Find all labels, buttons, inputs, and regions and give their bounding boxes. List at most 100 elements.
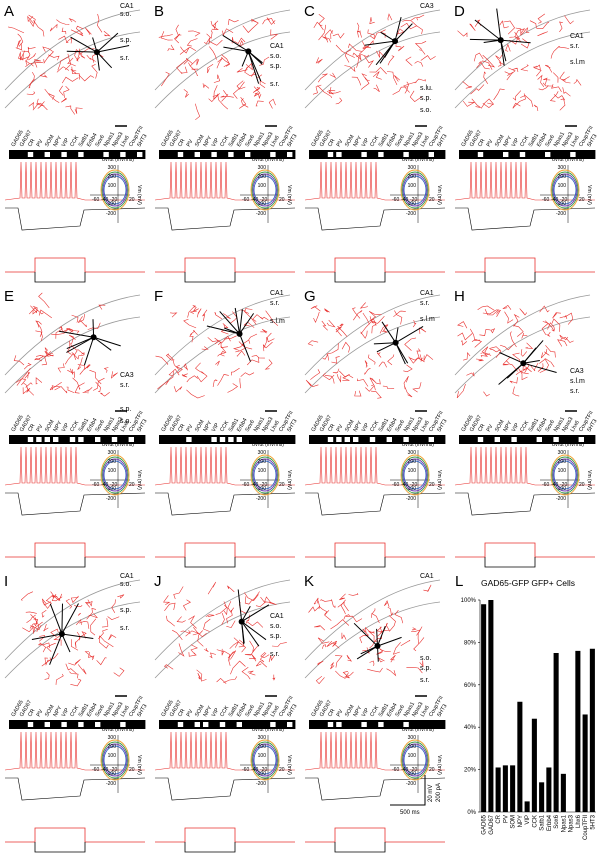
neurite — [266, 332, 275, 343]
current-step — [34, 272, 86, 283]
phase-xtick: -20 — [110, 482, 117, 488]
neurite — [195, 362, 205, 374]
layer-boundary — [4, 601, 141, 679]
neurite — [414, 41, 427, 50]
region-label: CA3 — [420, 3, 434, 10]
neurite — [108, 633, 117, 641]
neurite — [550, 45, 560, 59]
neurite — [520, 64, 529, 72]
neurite — [411, 627, 417, 631]
gene-label: VIP — [511, 137, 521, 148]
neurite — [533, 104, 539, 112]
gene-label: PV — [486, 138, 495, 148]
neurite — [206, 30, 213, 39]
expression-cell — [186, 722, 192, 727]
neurite — [496, 310, 501, 317]
expression-cell — [386, 152, 392, 157]
neurite — [461, 340, 468, 346]
neurite — [251, 18, 259, 24]
expression-cell — [461, 152, 467, 157]
hyperpolarization-trace — [305, 492, 446, 516]
gene-label: CCK — [219, 705, 230, 718]
expression-cell — [261, 437, 268, 442]
neurite — [110, 371, 118, 379]
neurite — [67, 57, 76, 67]
gene-label: 5HT3 — [437, 418, 449, 433]
neurite — [308, 605, 321, 613]
neurite — [236, 350, 246, 357]
neurite — [330, 619, 350, 630]
neurite — [403, 375, 409, 390]
region-label: CA3 — [120, 372, 134, 379]
neurite — [322, 372, 335, 381]
neurite — [396, 28, 405, 36]
gene-label: SOM — [344, 419, 356, 433]
gene-label: 5HT3 — [587, 133, 599, 148]
phase-ytick: -200 — [406, 781, 416, 787]
neurite — [163, 595, 171, 605]
neurite — [44, 350, 54, 357]
neurite — [165, 353, 175, 361]
expression-cell — [437, 437, 443, 442]
neurite — [505, 43, 511, 52]
gene-label: Sox6 — [95, 419, 106, 433]
neurite — [307, 340, 319, 346]
expression-cell — [78, 722, 84, 727]
neurite — [250, 591, 260, 602]
gene-label: CCK — [69, 420, 80, 433]
phase-loop — [403, 175, 427, 205]
neurite — [377, 624, 390, 637]
neurite — [212, 379, 218, 388]
phase-ytick: 100 — [108, 183, 117, 189]
gene-label: Lhx6 — [420, 420, 431, 433]
neurite — [537, 363, 544, 372]
neurite — [326, 89, 336, 95]
gene-label: 5HT3 — [287, 418, 299, 433]
neurite — [335, 97, 343, 105]
neurite — [483, 391, 490, 397]
bar — [531, 718, 537, 812]
neurite — [223, 313, 231, 319]
neurite — [28, 101, 35, 109]
bar — [481, 604, 487, 812]
dendrite — [395, 342, 409, 364]
bar — [582, 714, 588, 812]
neurite — [84, 651, 94, 659]
expression-cell — [19, 152, 25, 157]
neurite — [310, 369, 321, 380]
expression-cell — [578, 437, 584, 442]
hyperpolarization-trace — [155, 492, 296, 516]
phase-ytick: 200 — [258, 459, 267, 465]
expression-cell — [27, 437, 34, 442]
neurite — [335, 655, 343, 668]
dendrite — [96, 51, 113, 69]
phase-ytick: 300 — [108, 735, 117, 741]
neurite — [77, 363, 90, 371]
neurite — [204, 647, 209, 652]
neurite — [77, 348, 85, 356]
neurite — [91, 64, 98, 79]
phase-xtick: -60 — [92, 482, 99, 488]
expression-cell — [528, 437, 534, 442]
region-label: s.l.m — [570, 378, 585, 385]
neurite — [315, 57, 323, 64]
neurite — [484, 352, 492, 356]
neurite — [352, 307, 361, 319]
gene-label: CR — [27, 138, 36, 148]
gene-label: CCK — [69, 135, 80, 148]
gene-label: VIP — [61, 137, 71, 148]
phase-xlabel: Vm (mV) — [436, 470, 442, 490]
bar — [575, 650, 581, 812]
phase-ytick: -100 — [406, 201, 416, 207]
phase-loop — [100, 739, 130, 781]
neurite — [330, 30, 334, 40]
phase-ytick: -100 — [556, 486, 566, 492]
neurite — [65, 663, 77, 675]
phase-xtick: -20 — [110, 197, 117, 203]
phase-xtick: -40 — [251, 197, 258, 203]
expression-cell — [319, 722, 325, 727]
neurite — [560, 336, 574, 343]
neurite — [392, 642, 401, 655]
current-step — [455, 257, 595, 273]
phase-xlabel: Vm (mV) — [436, 185, 442, 205]
